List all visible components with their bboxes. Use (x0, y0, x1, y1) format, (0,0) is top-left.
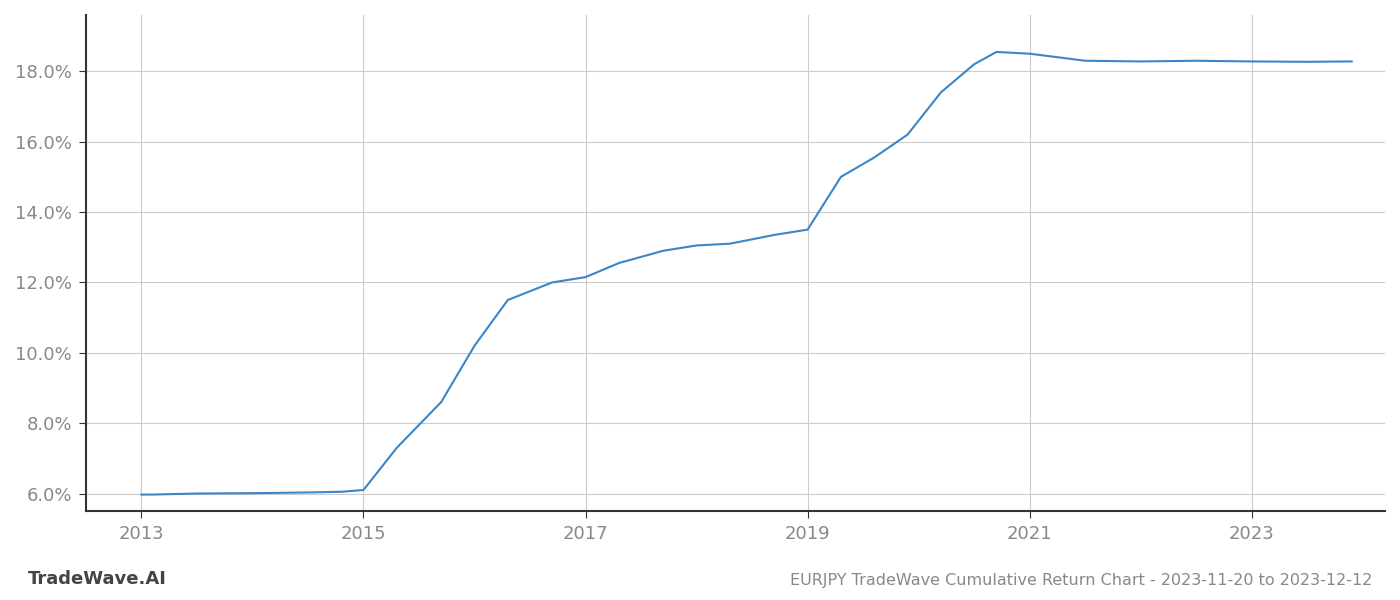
Text: TradeWave.AI: TradeWave.AI (28, 570, 167, 588)
Text: EURJPY TradeWave Cumulative Return Chart - 2023-11-20 to 2023-12-12: EURJPY TradeWave Cumulative Return Chart… (790, 573, 1372, 588)
